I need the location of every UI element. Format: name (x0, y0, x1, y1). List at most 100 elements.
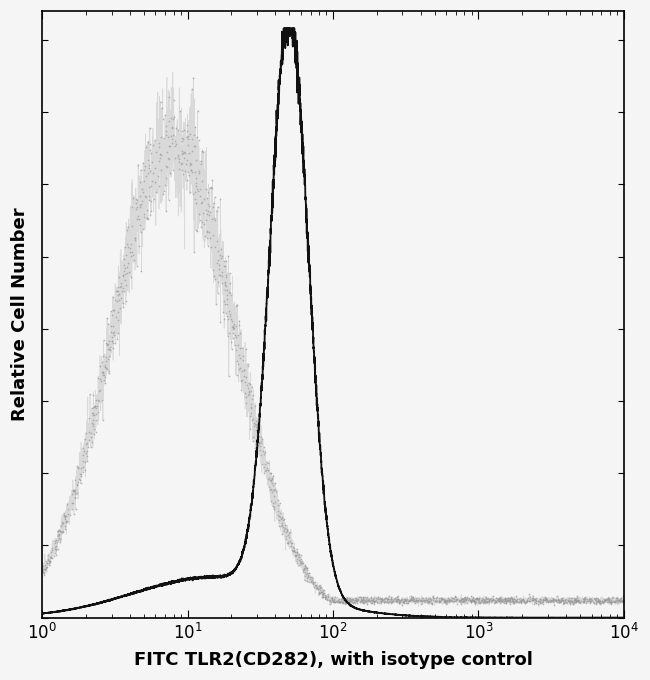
Point (555, 596, 566, 607)
Point (151, 146, 161, 157)
Point (98, 415, 108, 426)
Point (571, 595, 581, 606)
Point (79, 434, 90, 445)
Point (517, 594, 528, 605)
Point (559, 597, 569, 608)
Point (322, 594, 332, 605)
Point (398, 596, 408, 607)
Point (53, 530, 63, 541)
Point (552, 595, 563, 606)
Point (490, 597, 501, 608)
Point (238, 355, 248, 366)
Point (244, 386, 254, 397)
Point (604, 596, 615, 607)
Point (213, 264, 224, 275)
Point (550, 595, 560, 606)
Point (413, 592, 424, 603)
Point (204, 227, 214, 238)
X-axis label: FITC TLR2(CD282), with isotype control: FITC TLR2(CD282), with isotype control (134, 651, 532, 669)
Point (199, 219, 209, 230)
Point (61, 515, 72, 526)
Point (420, 594, 430, 605)
Point (183, 131, 193, 141)
Point (482, 594, 492, 605)
Point (267, 473, 278, 483)
Point (163, 194, 174, 205)
Point (131, 197, 142, 208)
Point (533, 596, 543, 607)
Point (459, 595, 469, 606)
Point (83, 441, 94, 452)
Point (161, 162, 172, 173)
Point (270, 496, 281, 507)
Point (143, 214, 153, 224)
Point (502, 593, 513, 604)
Point (192, 225, 203, 236)
Point (116, 277, 126, 288)
Point (571, 592, 582, 603)
Point (517, 594, 528, 605)
Point (114, 294, 124, 305)
Point (114, 303, 125, 314)
Point (228, 324, 239, 335)
Point (510, 596, 521, 607)
Point (585, 593, 595, 604)
Point (315, 581, 326, 592)
Point (589, 593, 599, 604)
Point (422, 597, 433, 608)
Point (146, 196, 156, 207)
Point (480, 594, 490, 605)
Point (358, 596, 369, 607)
Point (224, 305, 234, 316)
Point (425, 596, 436, 607)
Point (72, 488, 83, 499)
Point (183, 148, 194, 158)
Point (191, 132, 202, 143)
Point (202, 193, 212, 204)
Point (365, 594, 376, 605)
Point (81, 428, 91, 439)
Point (297, 558, 307, 568)
Point (506, 596, 516, 607)
Point (144, 182, 154, 192)
Point (311, 583, 322, 594)
Point (538, 595, 548, 606)
Point (256, 437, 266, 448)
Point (520, 598, 530, 609)
Point (432, 595, 443, 606)
Point (318, 590, 328, 601)
Point (508, 594, 519, 605)
Point (295, 555, 306, 566)
Point (303, 572, 313, 583)
Point (391, 596, 401, 607)
Point (259, 449, 270, 460)
Point (276, 520, 287, 530)
Point (458, 596, 468, 607)
Point (239, 377, 250, 388)
Point (546, 596, 556, 607)
Point (579, 596, 590, 607)
Point (556, 593, 567, 604)
Point (144, 163, 154, 173)
Point (58, 510, 69, 521)
Point (330, 592, 341, 602)
Point (578, 596, 588, 607)
Point (131, 214, 142, 224)
Point (595, 598, 605, 609)
Point (556, 596, 567, 607)
Point (566, 596, 577, 607)
Point (420, 596, 430, 607)
Point (114, 288, 125, 299)
Point (578, 593, 589, 604)
Point (120, 296, 131, 307)
Point (463, 594, 473, 605)
Point (578, 596, 589, 607)
Point (125, 243, 135, 254)
Point (441, 594, 452, 605)
Point (300, 571, 311, 581)
Point (474, 597, 484, 608)
Point (437, 594, 448, 605)
Point (328, 596, 339, 607)
Point (531, 594, 541, 605)
Point (391, 594, 402, 605)
